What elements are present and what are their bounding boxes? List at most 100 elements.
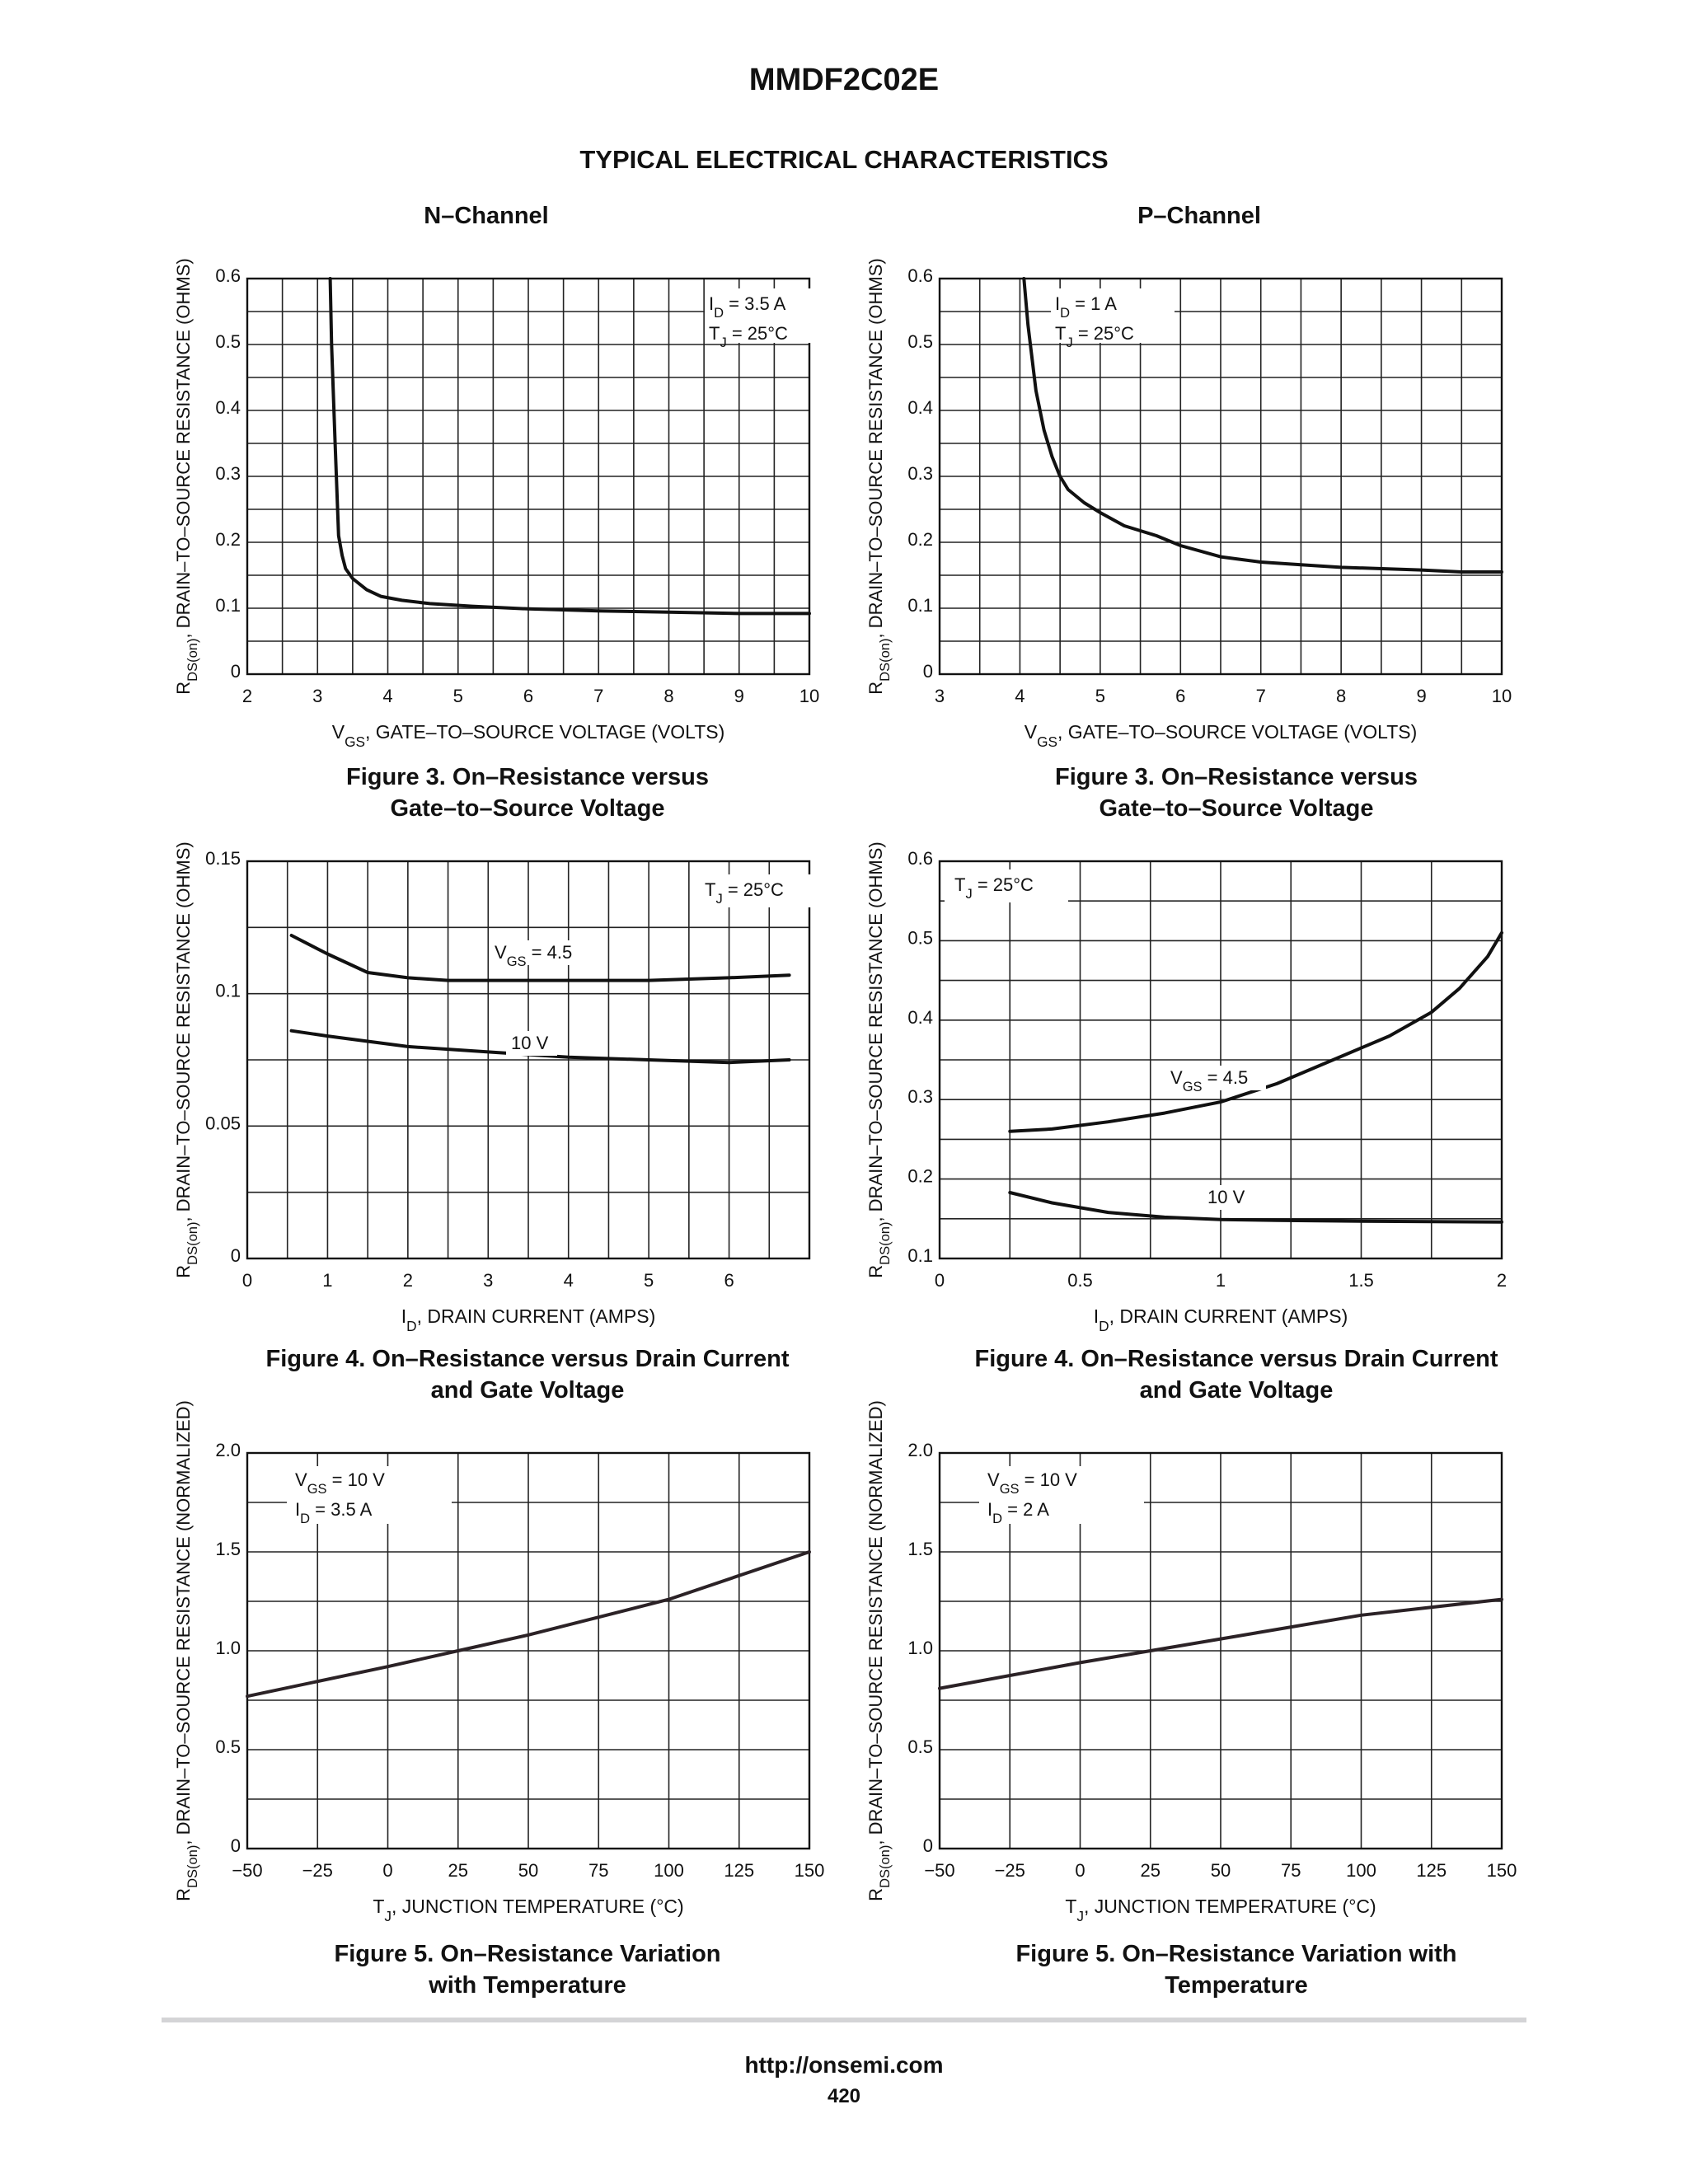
x-tick-label: 75 — [1281, 1860, 1301, 1881]
series-line — [1022, 277, 1503, 574]
y-tick-label: 1.5 — [907, 1539, 933, 1559]
x-tick-label: 1 — [1216, 1270, 1226, 1291]
series-label: VGS = 4.5 — [495, 942, 572, 969]
y-tick-label: 0.2 — [907, 1166, 933, 1187]
x-tick-label: 2 — [1497, 1270, 1507, 1291]
series-line — [289, 934, 791, 982]
x-tick-label: 4 — [382, 686, 392, 706]
y-tick-label: 0.1 — [907, 1245, 933, 1266]
x-tick-label: 0 — [242, 1270, 252, 1291]
x-tick-label: 0 — [935, 1270, 945, 1291]
x-tick-label: 125 — [1416, 1860, 1447, 1881]
y-tick-label: 0 — [231, 661, 241, 682]
y-tick-label: 0 — [231, 1245, 241, 1266]
y-axis-label: RDS(on), DRAIN–TO–SOURCE RESISTANCE (OHM… — [173, 841, 200, 1277]
section-title: TYPICAL ELECTRICAL CHARACTERISTICS — [579, 145, 1109, 174]
y-tick-label: 0.3 — [215, 463, 241, 484]
chart-n-channel-rds-vs-id: 0 1 2 3 4 5 6 0 0.05 0.1 0.15 ID, DRAIN CURRENT (AM… — [173, 841, 816, 1334]
series-label: VGS = 4.5 — [1170, 1067, 1248, 1094]
x-axis-label: TJ, JUNCTION TEMPERATURE (°C) — [373, 1896, 683, 1924]
y-tick-label: 0.2 — [907, 529, 933, 550]
plot-frame — [246, 860, 811, 1260]
series-label-background — [490, 940, 590, 965]
x-axis-label: ID, DRAIN CURRENT (AMPS) — [1094, 1305, 1348, 1334]
x-axis-label: TJ, JUNCTION TEMPERATURE (°C) — [1065, 1896, 1376, 1924]
x-tick-label: 25 — [1141, 1860, 1160, 1881]
x-tick-label: 5 — [453, 686, 463, 706]
y-tick-label: 0.5 — [215, 331, 241, 352]
page-number: 420 — [827, 2085, 861, 2107]
y-tick-label: 1.0 — [215, 1638, 241, 1658]
x-tick-label: 10 — [799, 686, 819, 706]
figure-caption: Figure 3. On–Resistance versus Gate–to–S… — [1054, 764, 1418, 822]
y-tick-label: 0.5 — [215, 1736, 241, 1757]
series-label-background — [506, 1031, 557, 1056]
x-axis-label: ID, DRAIN CURRENT (AMPS) — [401, 1305, 656, 1334]
x-tick-label: 1 — [322, 1270, 332, 1291]
x-tick-label: −25 — [995, 1860, 1025, 1881]
plot-frame — [938, 860, 1503, 1260]
annotation-background — [945, 869, 1068, 902]
plot-frame — [938, 1451, 1503, 1850]
column-heading-p-channel: P–Channel — [1137, 203, 1261, 229]
x-tick-label: 0 — [382, 1860, 392, 1881]
y-tick-label: 0.5 — [907, 331, 933, 352]
annotation-background — [979, 1466, 1144, 1524]
x-tick-label: 9 — [1416, 686, 1426, 706]
column-heading-n-channel: N–Channel — [424, 203, 549, 229]
annotation-background — [1051, 288, 1175, 343]
y-tick-label: 0.5 — [907, 927, 933, 948]
grid — [939, 278, 1503, 675]
y-axis-label: RDS(on), DRAIN–TO–SOURCE RESISTANCE (OHM… — [865, 841, 893, 1277]
footer-url: http://onsemi.com — [744, 2052, 944, 2078]
plot-frame — [246, 1451, 811, 1850]
y-axis-label: RDS(on), DRAIN–TO–SOURCE RESISTANCE (NOR… — [173, 1400, 200, 1901]
x-tick-label: 75 — [588, 1860, 608, 1881]
x-tick-label: 5 — [1095, 686, 1105, 706]
y-tick-label: 0.1 — [215, 981, 241, 1001]
series-line — [938, 1597, 1503, 1690]
figure-caption: Figure 5. On–Resistance Variation with T… — [1015, 1941, 1457, 1999]
y-tick-label: 0.1 — [215, 595, 241, 616]
x-tick-label: 0 — [1075, 1860, 1085, 1881]
y-axis-label: RDS(on), DRAIN–TO–SOURCE RESISTANCE (OHM… — [173, 258, 200, 694]
series-label-background — [1203, 1185, 1254, 1210]
footer-divider — [162, 2018, 1526, 2022]
y-tick-label: 0 — [923, 661, 933, 682]
x-tick-label: 6 — [523, 686, 533, 706]
y-axis-label: RDS(on), DRAIN–TO–SOURCE RESISTANCE (NOR… — [865, 1400, 893, 1901]
y-tick-label: 0.4 — [907, 1007, 933, 1028]
y-tick-label: 2.0 — [907, 1440, 933, 1460]
series-line — [1008, 1191, 1503, 1224]
y-tick-label: 0.2 — [215, 529, 241, 550]
x-tick-label: 8 — [1336, 686, 1346, 706]
x-tick-label: −25 — [302, 1860, 333, 1881]
y-tick-label: 0 — [923, 1835, 933, 1856]
y-tick-label: 0.15 — [205, 848, 241, 869]
chart-annotation: TJ = 25°C — [954, 874, 1034, 902]
x-tick-label: 0.5 — [1067, 1270, 1093, 1291]
series-line — [246, 1550, 811, 1699]
y-tick-label: 0.1 — [907, 595, 933, 616]
chart-n-channel-rds-vs-temp: −50 −25 0 25 50 75 100 125 150 0 0.5 1.0 1.5 2.0 TJ, J… — [173, 1400, 824, 1924]
document-title: MMDF2C02E — [748, 63, 940, 97]
series-line — [289, 1029, 791, 1065]
series-label: 10 V — [1207, 1187, 1245, 1207]
chart-p-channel-rds-vs-vgs: 3 4 5 6 7 8 9 10 0 0.1 0.2 0.3 0.4 0.5 0.6 VGS, GATE–TO… — [865, 258, 1512, 750]
figure-caption: Figure 3. On–Resistance versus Gate–to–S… — [345, 764, 710, 822]
plot-frame — [938, 277, 1503, 676]
y-tick-label: 1.5 — [215, 1539, 241, 1559]
x-tick-label: 50 — [1211, 1860, 1231, 1881]
plot-frame — [246, 277, 811, 676]
y-axis-label: RDS(on), DRAIN–TO–SOURCE RESISTANCE (OHM… — [865, 258, 893, 694]
annotation-background — [287, 1466, 452, 1524]
x-tick-label: 25 — [448, 1860, 468, 1881]
x-tick-label: 9 — [734, 686, 744, 706]
chart-annotation: ID = 2 A — [987, 1499, 1049, 1526]
series-line — [1008, 930, 1503, 1133]
x-tick-label: 10 — [1492, 686, 1512, 706]
x-tick-label: 7 — [1256, 686, 1266, 706]
x-tick-label: 150 — [1487, 1860, 1517, 1881]
series-label-background — [1165, 1066, 1266, 1090]
x-tick-label: 5 — [644, 1270, 654, 1291]
